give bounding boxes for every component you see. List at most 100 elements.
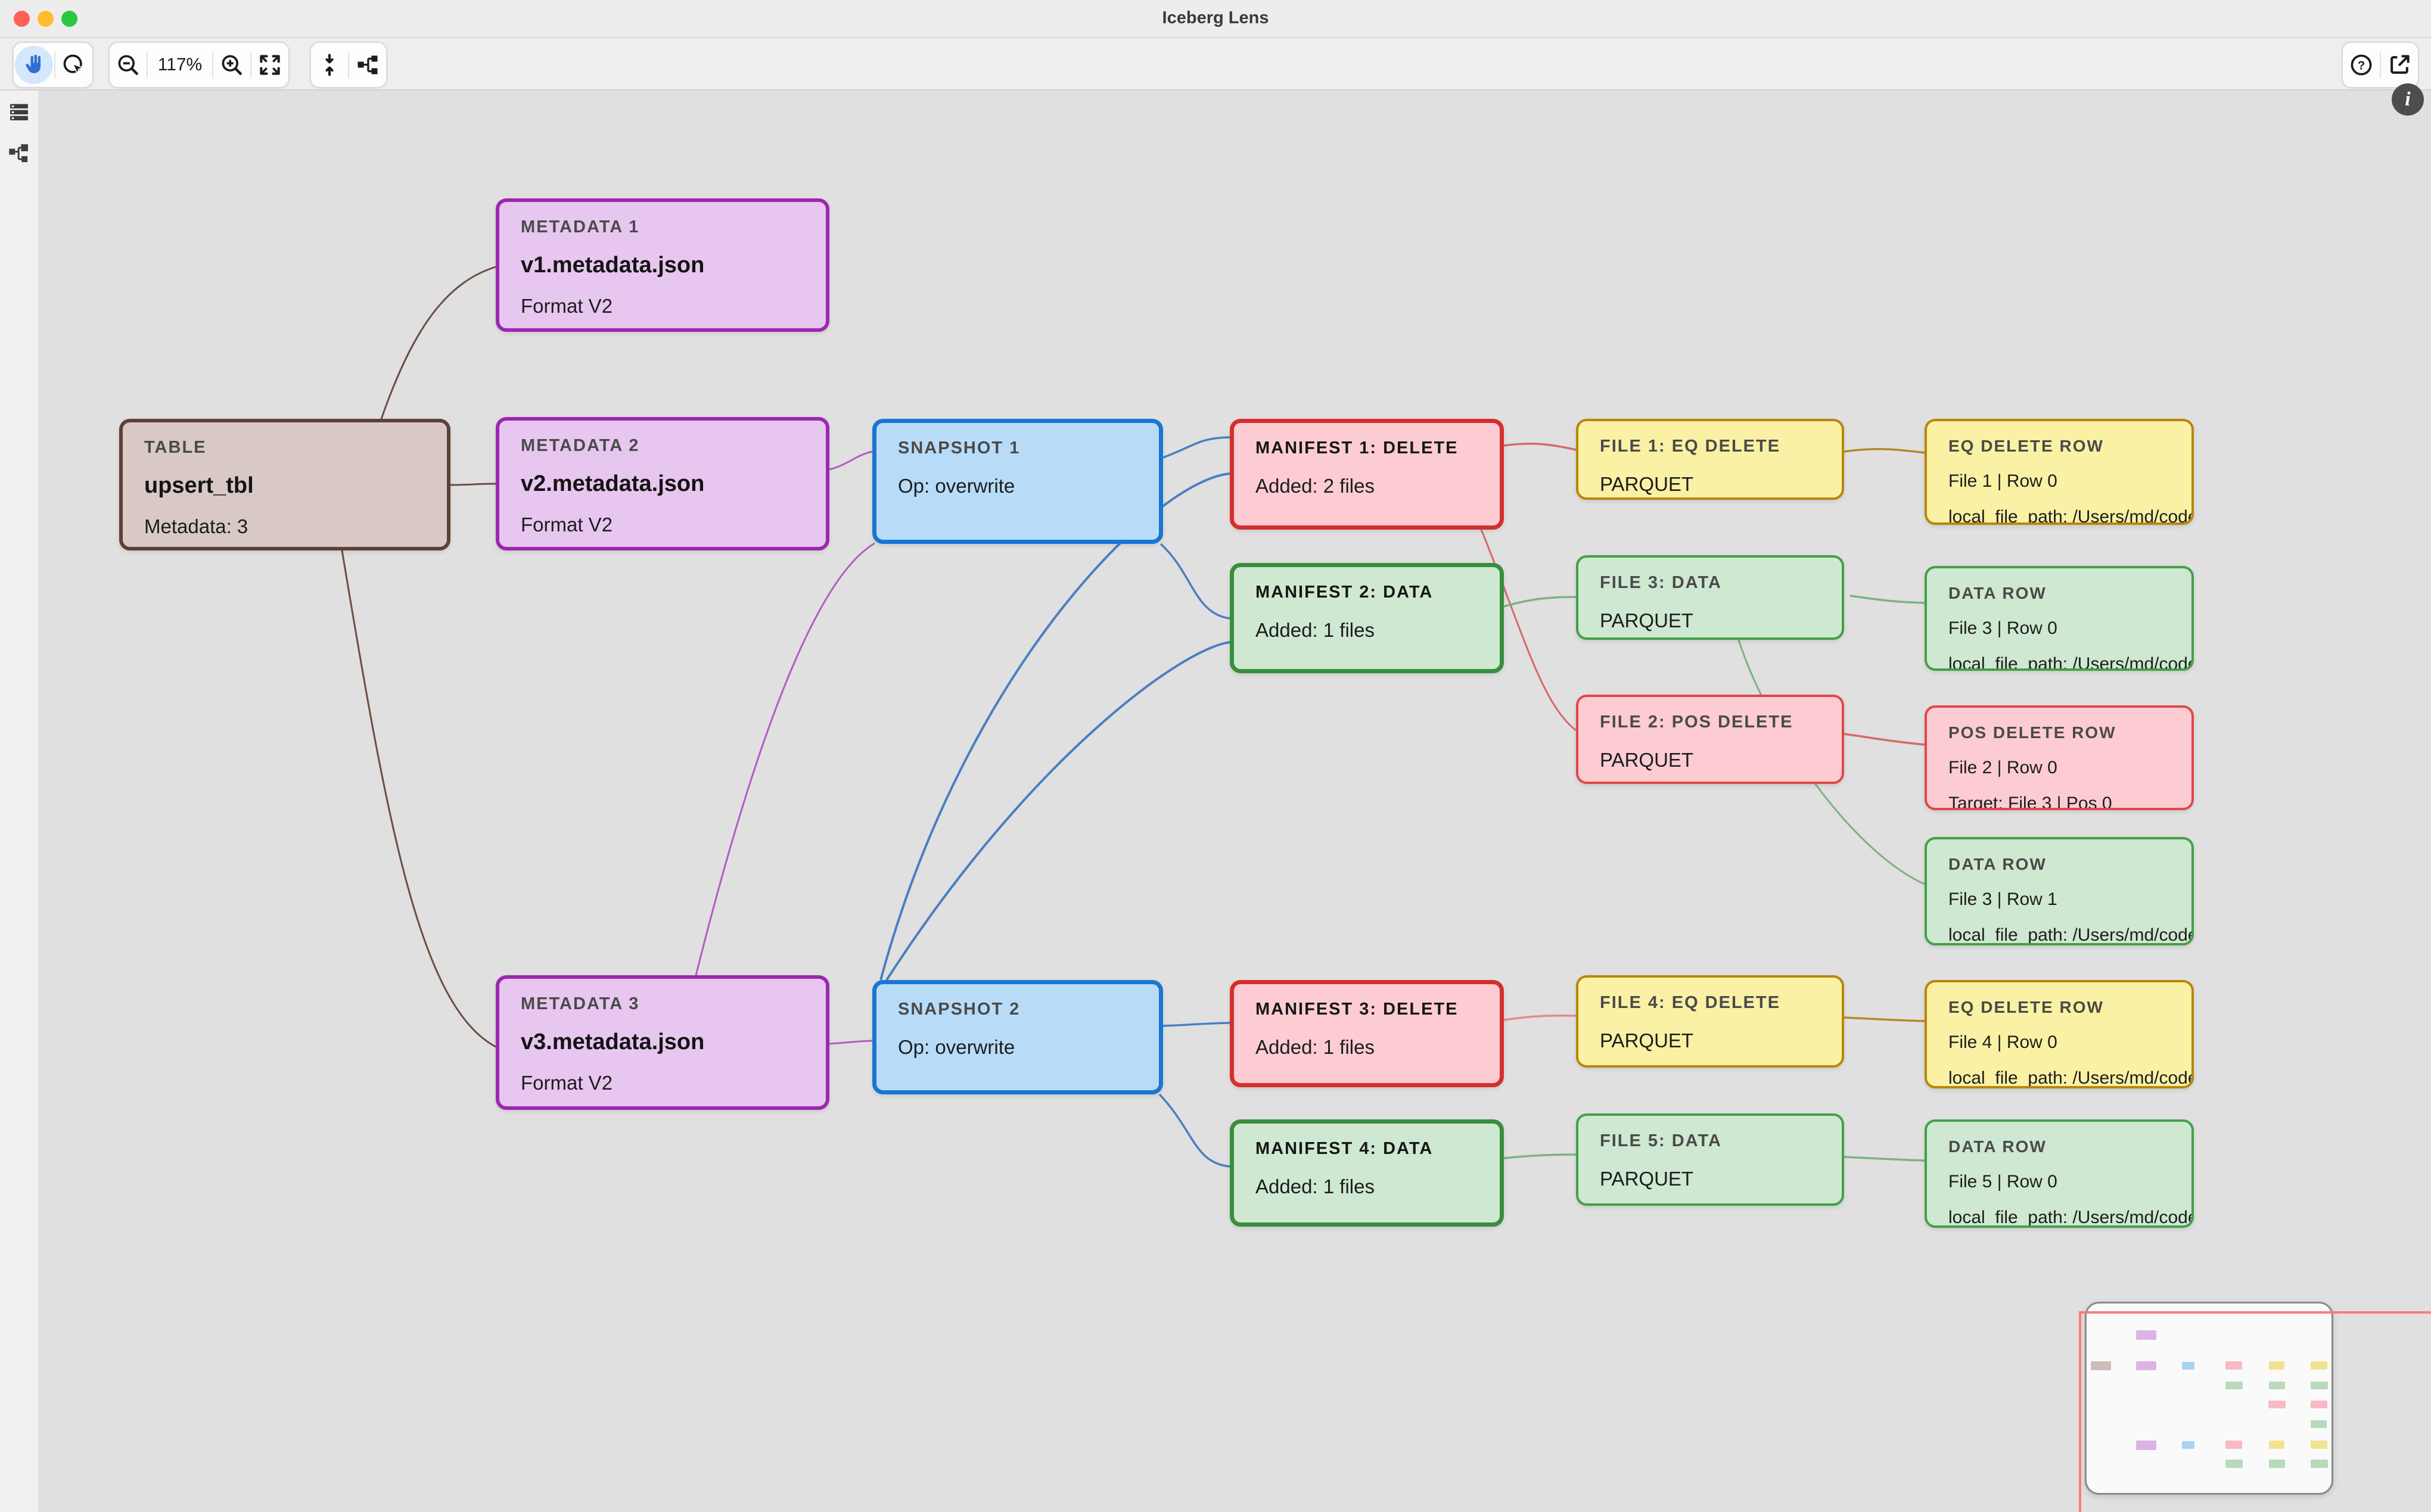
zoom-in-button[interactable] xyxy=(213,43,250,87)
tree-layout-icon xyxy=(358,55,378,74)
node-row-data-f3r0[interactable]: DATA ROW File 3 | Row 0 local_file_path: … xyxy=(1925,566,2194,671)
collapse-vertical-icon xyxy=(325,54,334,76)
zoom-level-value: 117% xyxy=(157,55,203,74)
external-link-icon xyxy=(2390,55,2410,74)
help-button[interactable]: ? xyxy=(2343,43,2380,87)
node-row-pos-delete[interactable]: POS DELETE ROW File 2 | Row 0 Target: Fil… xyxy=(1925,705,2194,810)
node-lines: Format V2 xyxy=(521,1055,804,1094)
node-file-4[interactable]: FILE 4: EQ DELETE PARQUET xyxy=(1576,975,1844,1068)
zoom-out-button[interactable] xyxy=(110,43,147,87)
minimap-node xyxy=(2225,1361,2242,1370)
node-label: METADATA 3 xyxy=(521,994,640,1013)
minimap-node xyxy=(2269,1361,2284,1370)
node-title: v2.metadata.json xyxy=(521,471,705,496)
node-manifest-1[interactable]: MANIFEST 1: DELETE Added: 2 files xyxy=(1230,419,1504,530)
node-file-2[interactable]: FILE 2: POS DELETE PARQUET xyxy=(1576,695,1844,784)
node-line: Op: overwrite xyxy=(898,475,1015,497)
node-label: FILE 1: EQ DELETE xyxy=(1600,437,1781,456)
collapse-view-button[interactable] xyxy=(311,43,348,87)
minimap-node xyxy=(2091,1361,2111,1370)
minimap-node xyxy=(2311,1420,2327,1428)
minimap-node xyxy=(2182,1441,2194,1449)
node-file-5[interactable]: FILE 5: DATA PARQUET xyxy=(1576,1113,1844,1206)
node-manifest-2[interactable]: MANIFEST 2: DATA Added: 1 files xyxy=(1230,563,1504,673)
zoom-window-button[interactable] xyxy=(61,11,77,27)
minimap-node xyxy=(2269,1460,2285,1468)
node-line: local_file_path: /Users/md/code/s… xyxy=(1948,507,2191,525)
node-line: File 5 | Row 0 xyxy=(1948,1172,2057,1191)
toolbar-separator xyxy=(147,52,148,78)
node-lines: Format V2 xyxy=(521,278,804,318)
node-table[interactable]: TABLE upsert_tbl Metadata: 3 Snapshots: … xyxy=(119,419,450,550)
node-label: MANIFEST 4: DATA xyxy=(1255,1139,1434,1158)
node-lines: File 2 | Row 0 Target: File 3 | Pos 0 xyxy=(1948,742,2170,808)
node-lines: Added: 2 files xyxy=(1255,458,1478,497)
node-snapshot-2[interactable]: SNAPSHOT 2 Op: overwrite xyxy=(872,980,1163,1094)
node-metadata-1[interactable]: METADATA 1 v1.metadata.json Format V2 - xyxy=(496,198,829,332)
node-manifest-4[interactable]: MANIFEST 4: DATA Added: 1 files xyxy=(1230,1119,1504,1227)
node-line: PARQUET xyxy=(1600,473,1694,495)
node-title: upsert_tbl xyxy=(144,473,254,498)
minimap-node xyxy=(2311,1382,2328,1389)
magnifier-plus-icon xyxy=(222,55,242,75)
fit-view-button[interactable] xyxy=(251,43,288,87)
node-lines: File 3 | Row 0 local_file_path: /Users/md… xyxy=(1948,603,2191,668)
node-row-data-f3r1[interactable]: DATA ROW File 3 | Row 1 local_file_path: … xyxy=(1925,837,2194,945)
node-file-1[interactable]: FILE 1: EQ DELETE PARQUET xyxy=(1576,419,1844,500)
tool-group-layout xyxy=(310,42,387,88)
node-label: SNAPSHOT 1 xyxy=(898,438,1021,458)
toolbar-separator xyxy=(250,52,251,78)
node-line: PARQUET xyxy=(1600,749,1694,771)
node-title: v3.metadata.json xyxy=(521,1029,705,1054)
minimap-viewport[interactable] xyxy=(2079,1311,2431,1512)
node-line: Added: 1 files xyxy=(1255,1036,1375,1058)
node-line: File 3 | Row 0 xyxy=(1948,618,2057,638)
close-window-button[interactable] xyxy=(14,11,30,27)
node-metadata-3[interactable]: METADATA 3 v3.metadata.json Format V2 Sn… xyxy=(496,975,829,1110)
node-label: FILE 3: DATA xyxy=(1600,573,1722,592)
node-lines: File 5 | Row 0 local_file_path: /Users/md… xyxy=(1948,1156,2191,1227)
minimap-node xyxy=(2269,1441,2284,1449)
node-label: DATA ROW xyxy=(1948,855,2047,873)
node-row-data-f5r0[interactable]: DATA ROW File 5 | Row 0 local_file_path: … xyxy=(1925,1119,2194,1228)
node-lines: Op: overwrite xyxy=(898,458,1137,497)
node-title: v1.metadata.json xyxy=(521,253,705,278)
node-line: PARQUET xyxy=(1600,609,1694,631)
node-snapshot-1[interactable]: SNAPSHOT 1 Op: overwrite xyxy=(872,419,1163,544)
node-label: MANIFEST 3: DELETE xyxy=(1255,1000,1459,1019)
node-line: File 3 | Row 1 xyxy=(1948,889,2057,909)
node-row-eq-delete-2[interactable]: EQ DELETE ROW File 4 | Row 0 local_file_p… xyxy=(1925,980,2194,1088)
info-button[interactable]: i xyxy=(2392,83,2424,116)
node-lines: File 3 | Row 1 local_file_path: /Users/md… xyxy=(1948,874,2191,943)
node-metadata-2[interactable]: METADATA 2 v2.metadata.json Format V2 Sn… xyxy=(496,417,829,550)
node-label: FILE 2: POS DELETE xyxy=(1600,713,1793,732)
node-manifest-3[interactable]: MANIFEST 3: DELETE Added: 1 files xyxy=(1230,980,1504,1087)
node-lines: Format V2 xyxy=(521,497,804,536)
node-line: File 2 | Row 0 xyxy=(1948,758,2057,777)
traffic-lights xyxy=(14,11,77,27)
node-label: EQ DELETE ROW xyxy=(1948,437,2104,455)
list-view-button[interactable] xyxy=(5,98,33,126)
node-row-eq-delete-1[interactable]: EQ DELETE ROW File 1 | Row 0 local_file_p… xyxy=(1925,419,2194,525)
node-line: File 4 | Row 0 xyxy=(1948,1032,2057,1052)
minimap[interactable] xyxy=(2085,1302,2333,1495)
tree-view-button[interactable] xyxy=(5,139,33,168)
select-tool-button[interactable] xyxy=(55,43,92,87)
node-line: local_file_path: /Users/md/code/s… xyxy=(1948,1208,2191,1227)
open-external-button[interactable] xyxy=(2381,43,2418,87)
minimap-node xyxy=(2311,1441,2327,1449)
node-file-3[interactable]: FILE 3: DATA PARQUET xyxy=(1576,555,1844,640)
node-lines: File 4 | Row 0 local_file_path: /Users/md… xyxy=(1948,1017,2191,1086)
auto-layout-button[interactable] xyxy=(349,43,386,87)
hand-icon xyxy=(26,54,41,73)
minimize-window-button[interactable] xyxy=(38,11,54,27)
minimap-node xyxy=(2182,1362,2194,1370)
minimap-node xyxy=(2311,1460,2328,1468)
hand-tool-button[interactable] xyxy=(15,46,53,84)
minimap-node xyxy=(2136,1330,2156,1340)
node-label: FILE 4: EQ DELETE xyxy=(1600,993,1781,1012)
svg-text:?: ? xyxy=(2358,59,2365,72)
minimap-node xyxy=(2225,1441,2242,1449)
node-label: METADATA 1 xyxy=(521,217,640,237)
node-lines: Added: 1 files xyxy=(1255,602,1478,642)
